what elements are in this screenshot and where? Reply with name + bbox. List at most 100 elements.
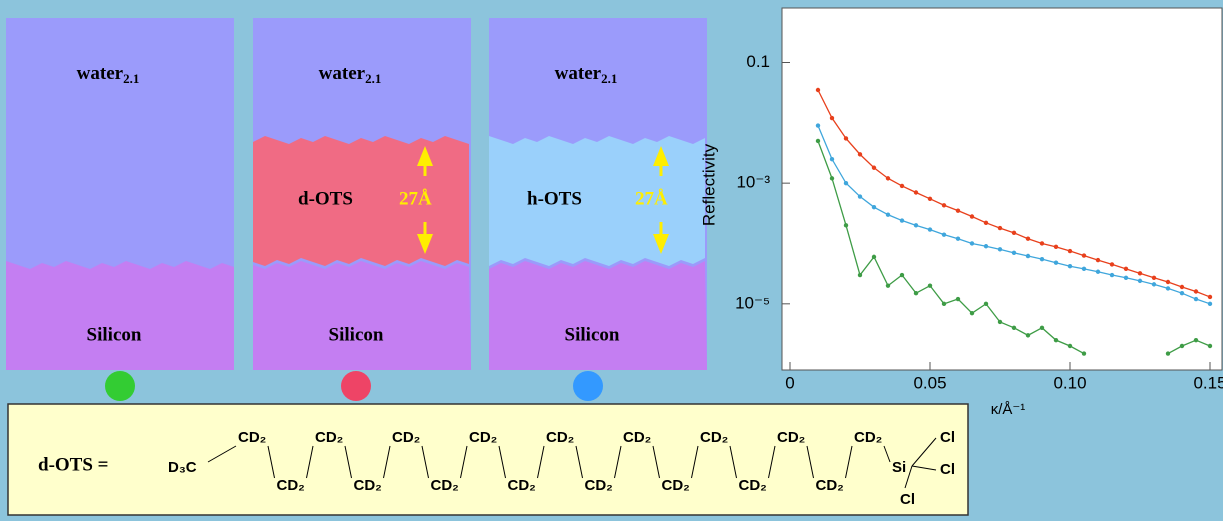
unit: CD₂ xyxy=(277,477,305,494)
unit: CD₂ xyxy=(854,429,882,446)
formula-start: D₃C xyxy=(168,459,197,476)
data-point xyxy=(1040,326,1044,330)
water-text: water xyxy=(77,63,124,84)
data-point xyxy=(1152,282,1156,286)
unit: CD₂ xyxy=(431,477,459,494)
data-point xyxy=(1180,344,1184,348)
unit: CD₂ xyxy=(662,477,690,494)
silicon xyxy=(253,261,471,370)
data-point xyxy=(872,166,876,170)
data-point xyxy=(1082,267,1086,271)
unit: CD₂ xyxy=(315,429,343,446)
data-point xyxy=(1096,258,1100,262)
data-point xyxy=(830,176,834,180)
data-point xyxy=(872,205,876,209)
data-point xyxy=(1082,351,1086,355)
data-point xyxy=(1012,251,1016,255)
data-point xyxy=(1110,262,1114,266)
water-text: water xyxy=(319,63,366,84)
data-point xyxy=(816,123,820,127)
silicon-label: Silicon xyxy=(329,324,384,345)
data-point xyxy=(1026,254,1030,258)
data-point xyxy=(998,226,1002,230)
data-point xyxy=(1124,276,1128,280)
data-point xyxy=(830,157,834,161)
data-point xyxy=(1194,297,1198,301)
data-point xyxy=(1054,261,1058,265)
chlorine-atom: Cl xyxy=(940,461,955,478)
silicon-label: Silicon xyxy=(87,324,142,345)
data-point xyxy=(844,181,848,185)
data-point xyxy=(1166,280,1170,284)
ots-layer xyxy=(489,136,705,266)
data-point xyxy=(1040,241,1044,245)
data-point xyxy=(914,291,918,295)
marker-dot xyxy=(105,371,135,401)
data-point xyxy=(1138,279,1142,283)
silicon xyxy=(6,261,234,370)
data-point xyxy=(1054,245,1058,249)
data-point xyxy=(858,152,862,156)
unit: CD₂ xyxy=(739,477,767,494)
thickness-label: 27Å xyxy=(635,188,668,209)
data-point xyxy=(942,232,946,236)
data-point xyxy=(970,241,974,245)
data-point xyxy=(1026,333,1030,337)
unit: CD₂ xyxy=(816,477,844,494)
silicon xyxy=(489,261,707,370)
y-axis-label: Reflectivity xyxy=(699,143,718,226)
data-point xyxy=(970,311,974,315)
data-point xyxy=(1068,249,1072,253)
layer-label: d-OTS xyxy=(298,188,353,209)
data-point xyxy=(830,116,834,120)
data-point xyxy=(956,237,960,241)
data-point xyxy=(1166,286,1170,290)
data-point xyxy=(942,203,946,207)
data-point xyxy=(886,283,890,287)
data-point xyxy=(914,223,918,227)
data-point xyxy=(816,88,820,92)
x-tick-label: 0.15 xyxy=(1193,373,1223,392)
unit: CD₂ xyxy=(508,477,536,494)
data-point xyxy=(1012,231,1016,235)
unit: CD₂ xyxy=(585,477,613,494)
data-point xyxy=(956,297,960,301)
data-point xyxy=(886,176,890,180)
data-point xyxy=(928,197,932,201)
silicon-label: Silicon xyxy=(565,324,620,345)
data-point xyxy=(1068,344,1072,348)
data-point xyxy=(1124,267,1128,271)
x-tick-label: 0 xyxy=(785,373,794,392)
x-tick-label: 0.10 xyxy=(1053,373,1086,392)
data-point xyxy=(858,194,862,198)
data-point xyxy=(1138,271,1142,275)
data-point xyxy=(1208,302,1212,306)
data-point xyxy=(1194,338,1198,342)
y-tick-label: 0.1 xyxy=(746,52,770,71)
data-point xyxy=(1026,237,1030,241)
data-point xyxy=(914,190,918,194)
marker-dot xyxy=(573,371,603,401)
data-point xyxy=(984,221,988,225)
data-point xyxy=(1096,270,1100,274)
x-tick-label: 0.05 xyxy=(913,373,946,392)
data-point xyxy=(1012,326,1016,330)
formula-box xyxy=(8,404,968,515)
data-point xyxy=(900,218,904,222)
water-subscript: 2.1 xyxy=(601,71,617,86)
thickness-label: 27Å xyxy=(399,188,432,209)
page: {"panels": [ {"top": "water", "top_sub":… xyxy=(0,0,1223,521)
ots-layer xyxy=(253,136,469,266)
data-point xyxy=(1208,295,1212,299)
data-point xyxy=(1054,338,1058,342)
data-point xyxy=(1110,273,1114,277)
chlorine-atom: Cl xyxy=(900,491,915,508)
figure: water2.1Silicond-OTS27Åwater2.1Siliconh-… xyxy=(0,0,1223,521)
marker-dot xyxy=(341,371,371,401)
unit: CD₂ xyxy=(777,429,805,446)
data-point xyxy=(942,302,946,306)
data-point xyxy=(844,136,848,140)
data-point xyxy=(1082,253,1086,257)
water-subscript: 2.1 xyxy=(365,71,381,86)
unit: CD₂ xyxy=(700,429,728,446)
